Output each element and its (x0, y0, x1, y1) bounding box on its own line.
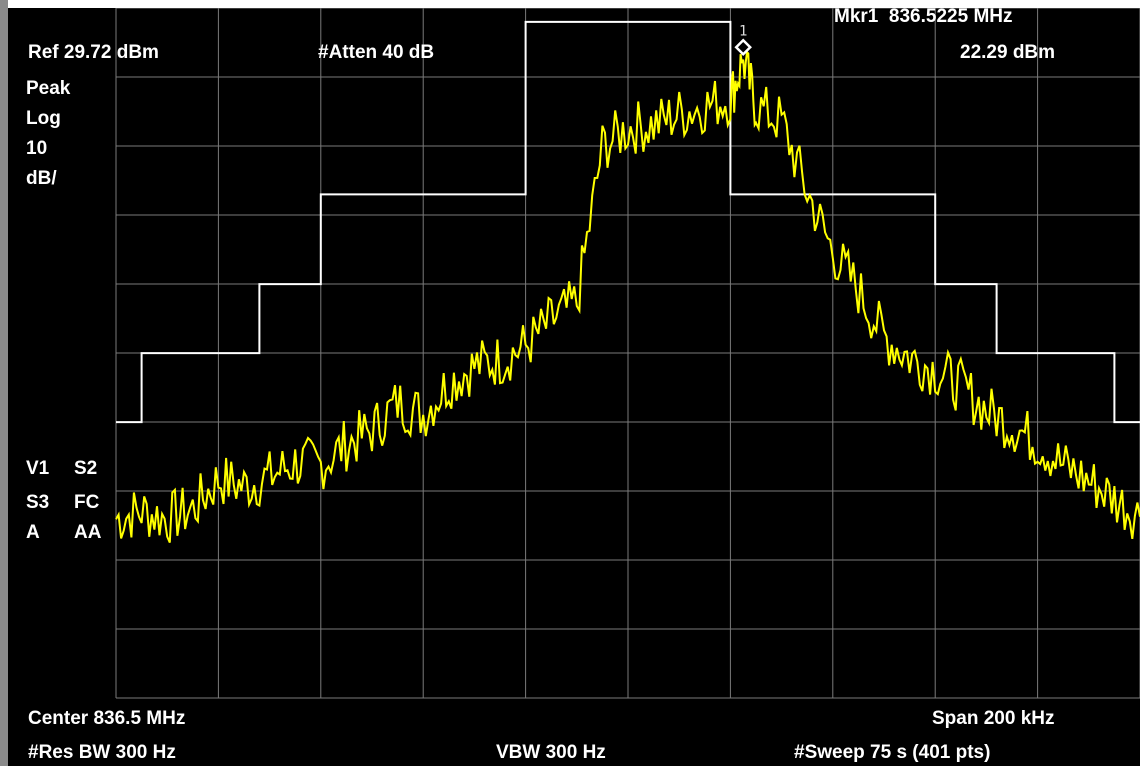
detector-mode: Peak (26, 78, 71, 99)
video-bandwidth: VBW 300 Hz (496, 742, 606, 763)
flag-v1: V1 (26, 458, 50, 479)
left-bezel (0, 0, 8, 766)
flag-fc: FC (74, 492, 100, 513)
flag-s3: S3 (26, 492, 50, 513)
span: Span 200 kHz (932, 708, 1055, 729)
analyzer-screen: 1 Mkr1 836.5225 MHz Ref 29.72 dBm #Atten… (8, 6, 1140, 766)
resolution-bandwidth: #Res BW 300 Hz (28, 742, 176, 763)
marker-frequency: 836.5225 MHz (888, 6, 1013, 27)
sweep-time: #Sweep 75 s (401 pts) (794, 742, 991, 763)
marker-1[interactable]: 1 (734, 23, 752, 57)
scale-type: Log (26, 108, 61, 129)
spectrum-plot: 1 (115, 8, 1140, 699)
flag-a: A (26, 522, 40, 543)
graticule (115, 8, 1140, 699)
ref-level: Ref 29.72 dBm (28, 42, 159, 63)
marker-label: Mkr1 836.5225 MHz (834, 6, 1013, 27)
marker-amplitude: 22.29 dBm (960, 42, 1056, 63)
spectrum-trace (115, 49, 1140, 543)
scale-value: 10 (26, 138, 48, 159)
marker-number: 1 (739, 23, 747, 39)
spectrum-mask-line (116, 20, 1140, 424)
center-frequency: Center 836.5 MHz (28, 708, 186, 729)
marker-diamond (734, 38, 752, 57)
flag-s2: S2 (74, 458, 98, 479)
scale-unit: dB/ (26, 168, 57, 189)
attenuation: #Atten 40 dB (318, 42, 435, 63)
flag-aa: AA (74, 522, 102, 543)
